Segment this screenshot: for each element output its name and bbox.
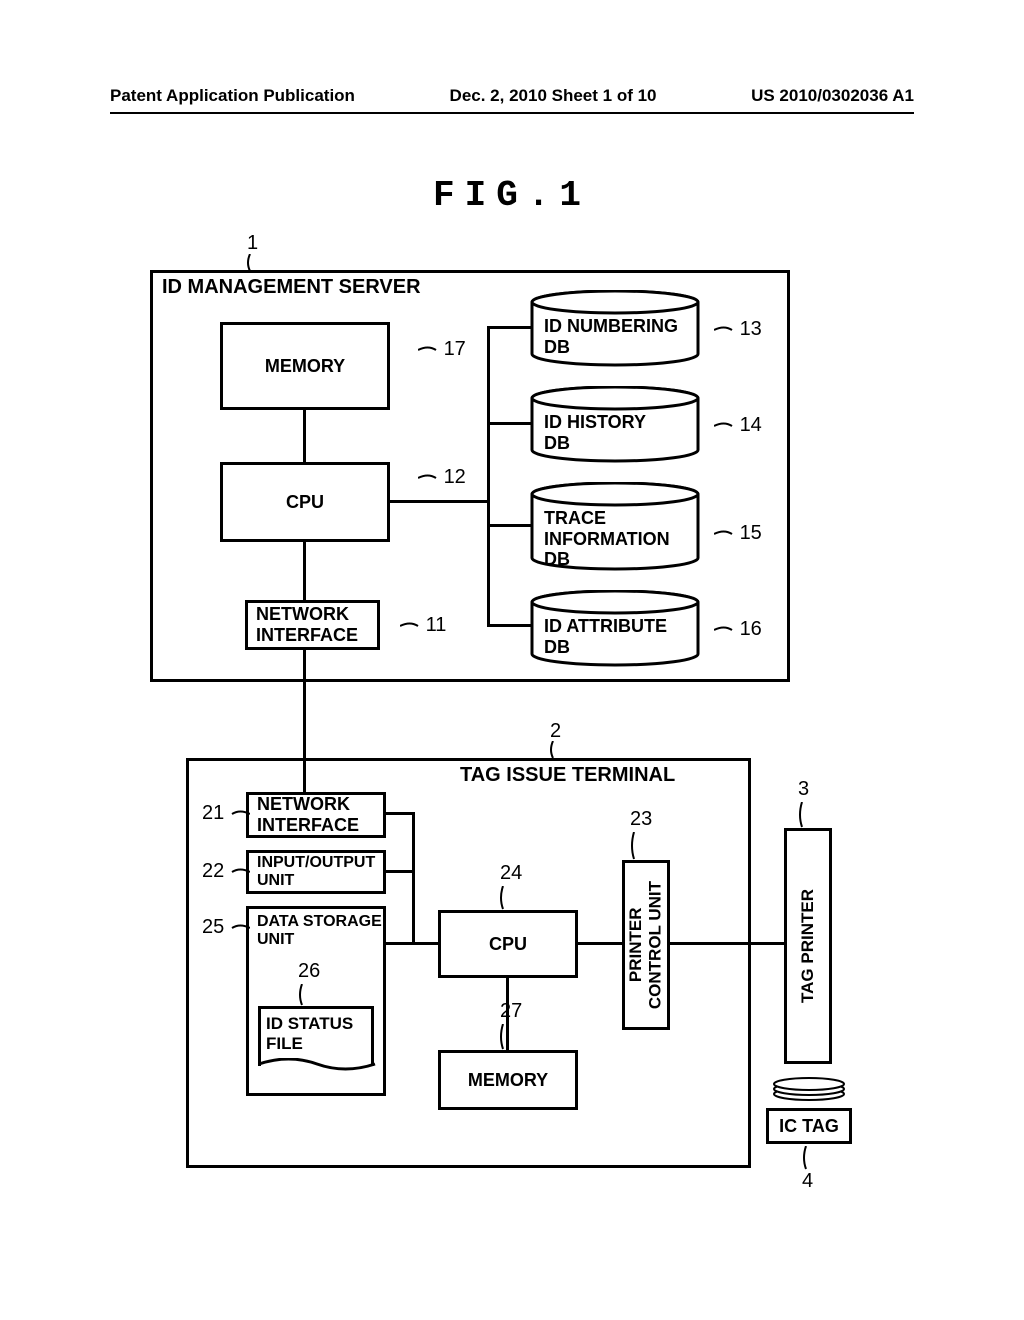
- storage-ref: 25: [202, 916, 250, 939]
- connector-line: [506, 978, 509, 1050]
- netif-ref-server: 11: [400, 614, 446, 637]
- ic-tag-label: IC TAG: [779, 1116, 839, 1137]
- cpu-box-server: CPU: [220, 462, 390, 542]
- printer-ctrl-box: PRINTER CONTROL UNIT: [622, 860, 670, 1030]
- tag-printer-box: TAG PRINTER: [784, 828, 832, 1064]
- page-header: Patent Application Publication Dec. 2, 2…: [0, 86, 1024, 114]
- memory-box: MEMORY: [220, 322, 390, 410]
- db-trace-ref: 15: [714, 522, 762, 545]
- tag-stack-icon: [772, 1076, 846, 1102]
- netif-ref-terminal: 21: [202, 802, 250, 825]
- memory-box-terminal: MEMORY: [438, 1050, 578, 1110]
- db-trace-label: TRACE INFORMATION DB: [544, 508, 670, 570]
- connector-line: [487, 326, 490, 624]
- connector-line: [386, 870, 415, 873]
- netif-label-terminal: NETWORK INTERFACE: [257, 794, 359, 835]
- ic-tag-box: IC TAG: [766, 1108, 852, 1144]
- header-left: Patent Application Publication: [110, 86, 355, 106]
- cpu-ref-server: 12: [418, 466, 466, 489]
- connector-line: [487, 326, 531, 329]
- db-history-label: ID HISTORY DB: [544, 412, 646, 453]
- printer-ctrl-ref: 23: [630, 808, 652, 831]
- connector-line: [487, 422, 531, 425]
- server-title: ID MANAGEMENT SERVER: [162, 276, 421, 299]
- storage-label: DATA STORAGE UNIT: [257, 913, 382, 950]
- cpu-label-terminal: CPU: [489, 934, 527, 955]
- db-numbering-label: ID NUMBERING DB: [544, 316, 678, 357]
- tag-printer-ref: 3: [798, 778, 809, 801]
- netif-label-server: NETWORK INTERFACE: [256, 604, 358, 645]
- cpu-box-terminal: CPU: [438, 910, 578, 978]
- connector-line: [390, 500, 490, 503]
- io-box: INPUT/OUTPUT UNIT: [246, 850, 386, 894]
- memory-label-terminal: MEMORY: [468, 1070, 548, 1091]
- io-label: INPUT/OUTPUT UNIT: [257, 854, 375, 891]
- terminal-title: TAG ISSUE TERMINAL: [460, 764, 675, 787]
- file-label: ID STATUS FILE: [266, 1014, 353, 1053]
- db-attribute-ref: 16: [714, 618, 762, 641]
- memory-label: MEMORY: [265, 356, 345, 377]
- cpu-ref-terminal: 24: [500, 862, 522, 885]
- io-ref: 22: [202, 860, 250, 883]
- connector-line: [412, 812, 415, 942]
- connector-line: [303, 410, 306, 462]
- terminal-ref: 2: [550, 720, 561, 743]
- ic-tag-ref: 4: [802, 1170, 813, 1193]
- db-history-ref: 14: [714, 414, 762, 437]
- netif-box-terminal: NETWORK INTERFACE: [246, 792, 386, 838]
- connector-line: [386, 942, 439, 945]
- connector-line: [303, 542, 306, 600]
- netif-box-server: NETWORK INTERFACE: [245, 600, 380, 650]
- cpu-label-server: CPU: [286, 492, 324, 513]
- db-attribute-label: ID ATTRIBUTE DB: [544, 616, 667, 657]
- figure-title: FIG.1: [0, 175, 1024, 216]
- connector-line: [487, 624, 531, 627]
- server-ref: 1: [247, 232, 258, 255]
- header-center: Dec. 2, 2010 Sheet 1 of 10: [450, 86, 657, 106]
- connector-line: [578, 942, 622, 945]
- header-right: US 2010/0302036 A1: [751, 86, 914, 106]
- diagram-canvas: ID MANAGEMENT SERVER 1 MEMORY 17 CPU 12 …: [120, 230, 904, 1190]
- db-numbering-ref: 13: [714, 318, 762, 341]
- connector-line: [386, 812, 415, 815]
- memory-ref-terminal: 27: [500, 1000, 522, 1023]
- printer-ctrl-label: PRINTER CONTROL UNIT: [626, 881, 665, 1009]
- memory-ref: 17: [418, 338, 466, 361]
- connector-line: [487, 524, 531, 527]
- file-ref: 26: [298, 960, 320, 983]
- tag-printer-label: TAG PRINTER: [798, 889, 818, 1003]
- connector-line: [670, 942, 784, 945]
